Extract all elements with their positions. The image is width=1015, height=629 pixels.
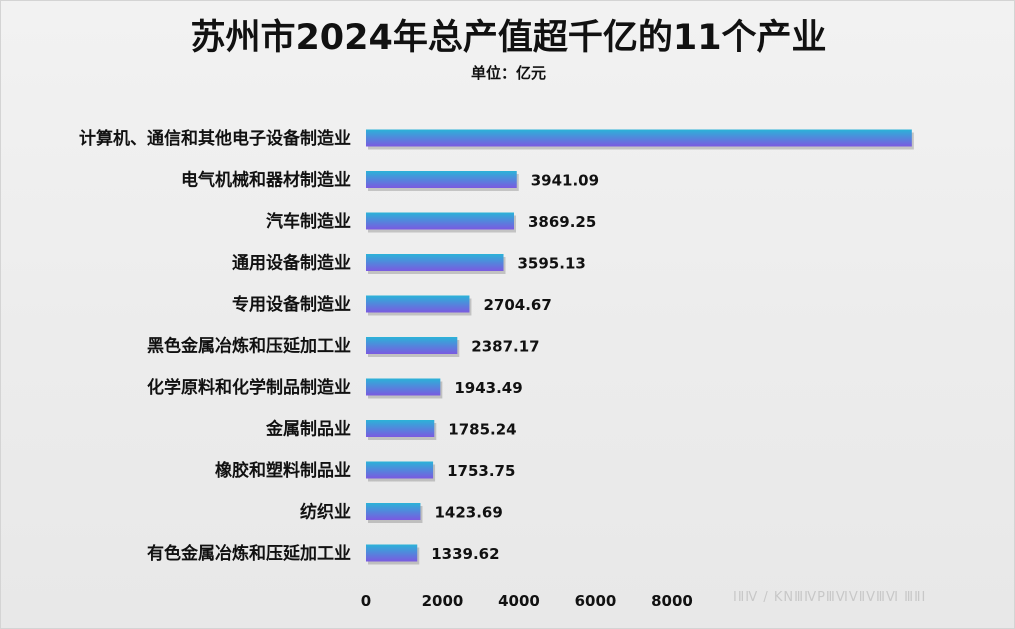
chart-unit-label: 单位：亿元 <box>470 64 546 82</box>
data-label: 1943.49 <box>454 379 522 397</box>
bar <box>366 295 470 313</box>
bar <box>366 503 421 520</box>
bar <box>366 254 504 271</box>
category-label: 通用设备制造业 <box>232 253 351 274</box>
data-label: 3941.09 <box>531 172 599 190</box>
x-tick-label: 2000 <box>422 592 464 610</box>
bar <box>366 378 441 396</box>
x-tick-label: 4000 <box>498 592 540 610</box>
category-label: 黑色金属冶炼和压延加工业 <box>147 336 351 357</box>
category-label: 化学原料和化学制品制造业 <box>147 377 351 398</box>
category-label: 金属制品业 <box>265 419 351 440</box>
category-label: 专用设备制造业 <box>232 294 351 315</box>
bar <box>366 544 418 562</box>
bar-series <box>366 129 914 565</box>
x-tick-label: 8000 <box>651 592 693 610</box>
category-labels: 计算机、通信和其他电子设备制造业电气机械和器材制造业汽车制造业通用设备制造业专用… <box>79 128 351 564</box>
data-label: 1785.24 <box>448 421 516 439</box>
data-label: 2704.67 <box>483 296 551 314</box>
data-label: 1753.75 <box>447 462 515 480</box>
data-labels: 3941.09 3869.25 3595.13 2704.67 2387.17 1943.… <box>431 172 599 564</box>
category-label: 电气机械和器材制造业 <box>181 170 351 191</box>
x-tick-label: 0 <box>361 592 371 610</box>
data-label: 3595.13 <box>518 255 586 273</box>
x-axis-ticks: 0 2000 4000 6000 8000 <box>361 592 693 610</box>
data-label: 1423.69 <box>434 504 502 522</box>
data-label: 1339.62 <box>431 545 499 563</box>
category-label: 有色金属冶炼和压延加工业 <box>147 543 351 564</box>
bar <box>366 171 517 188</box>
data-label: 2387.17 <box>471 338 539 356</box>
chart-title: 苏州市2024年总产值超千亿的11个产业 <box>190 18 827 58</box>
bar <box>366 129 912 147</box>
data-label: 3869.25 <box>528 213 596 231</box>
bar <box>366 420 435 437</box>
watermark: ⅠⅡⅣ / KNⅢⅣPⅢⅥⅤⅡⅤⅢⅥ ⅢⅡⅠ <box>733 590 927 605</box>
category-label: 汽车制造业 <box>266 211 351 232</box>
bar <box>366 337 458 354</box>
bar <box>366 461 434 479</box>
x-tick-label: 6000 <box>575 592 617 610</box>
category-label: 橡胶和塑料制品业 <box>215 460 351 481</box>
bar <box>366 212 514 230</box>
category-label: 纺织业 <box>300 502 351 523</box>
category-label: 计算机、通信和其他电子设备制造业 <box>79 128 351 149</box>
